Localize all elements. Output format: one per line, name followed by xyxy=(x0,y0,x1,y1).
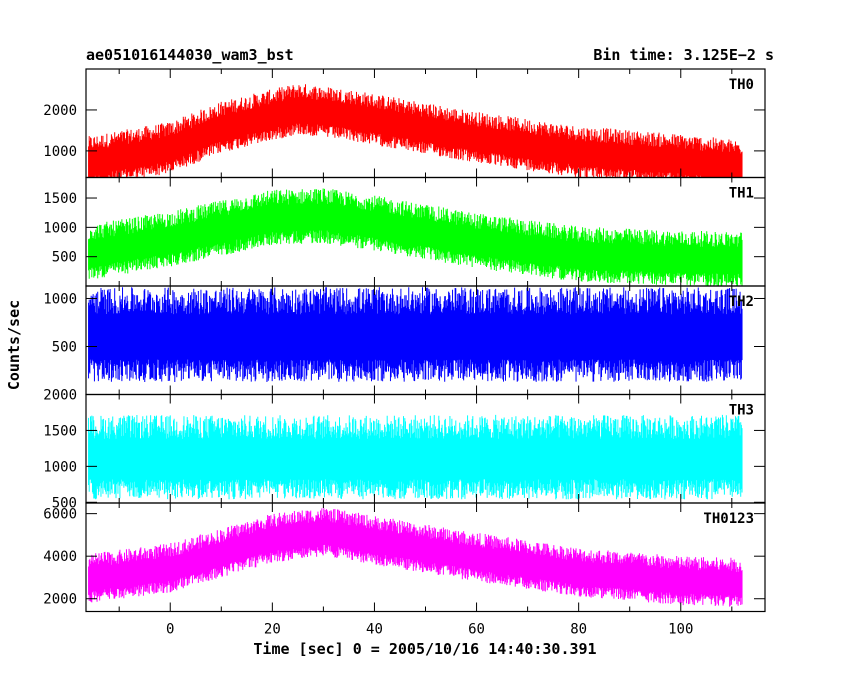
panel-label-th3: TH3 xyxy=(729,403,754,419)
panel-label-th1: TH1 xyxy=(729,186,754,202)
y-tick-label-th3: 1000 xyxy=(43,459,77,475)
y-tick-label-th1: 1500 xyxy=(43,191,77,207)
series-th0123 xyxy=(88,508,743,607)
y-tick-label-th0123: 2000 xyxy=(43,592,77,608)
series-th0 xyxy=(88,84,743,178)
y-axis-label: Counts/sec xyxy=(5,300,23,390)
x-tick-label: 20 xyxy=(264,622,281,638)
y-tick-label-th0123: 4000 xyxy=(43,549,77,565)
x-axis-label: Time [sec] 0 = 2005/10/16 14:40:30.391 xyxy=(253,640,596,658)
chart-title-left: ae051016144030_wam3_bst xyxy=(86,46,294,64)
y-tick-label-th3: 2000 xyxy=(43,388,77,404)
y-tick-label-th0123: 6000 xyxy=(43,507,77,523)
chart-title-right: Bin time: 3.125E−2 s xyxy=(593,46,774,64)
y-tick-label-th0: 1000 xyxy=(43,144,77,160)
x-tick-label: 100 xyxy=(668,622,693,638)
x-tick-label: 40 xyxy=(366,622,383,638)
y-tick-label-th0: 2000 xyxy=(43,103,77,119)
y-tick-label-th1: 500 xyxy=(52,250,77,266)
series-th1 xyxy=(88,188,743,286)
panel-label-th2: TH2 xyxy=(729,294,754,310)
panel-label-th0123: TH0123 xyxy=(703,511,754,527)
y-tick-label-th3: 500 xyxy=(52,495,77,511)
series-th3 xyxy=(88,414,743,500)
y-tick-label-th3: 1500 xyxy=(43,423,77,439)
series-th2 xyxy=(88,287,743,382)
x-tick-label: 80 xyxy=(570,622,587,638)
x-tick-label: 0 xyxy=(166,622,174,638)
x-tick-label: 60 xyxy=(468,622,485,638)
y-tick-label-th1: 1000 xyxy=(43,220,77,236)
y-tick-label-th2: 1000 xyxy=(43,291,77,307)
y-tick-label-th2: 500 xyxy=(52,339,77,355)
panel-label-th0: TH0 xyxy=(729,77,754,93)
